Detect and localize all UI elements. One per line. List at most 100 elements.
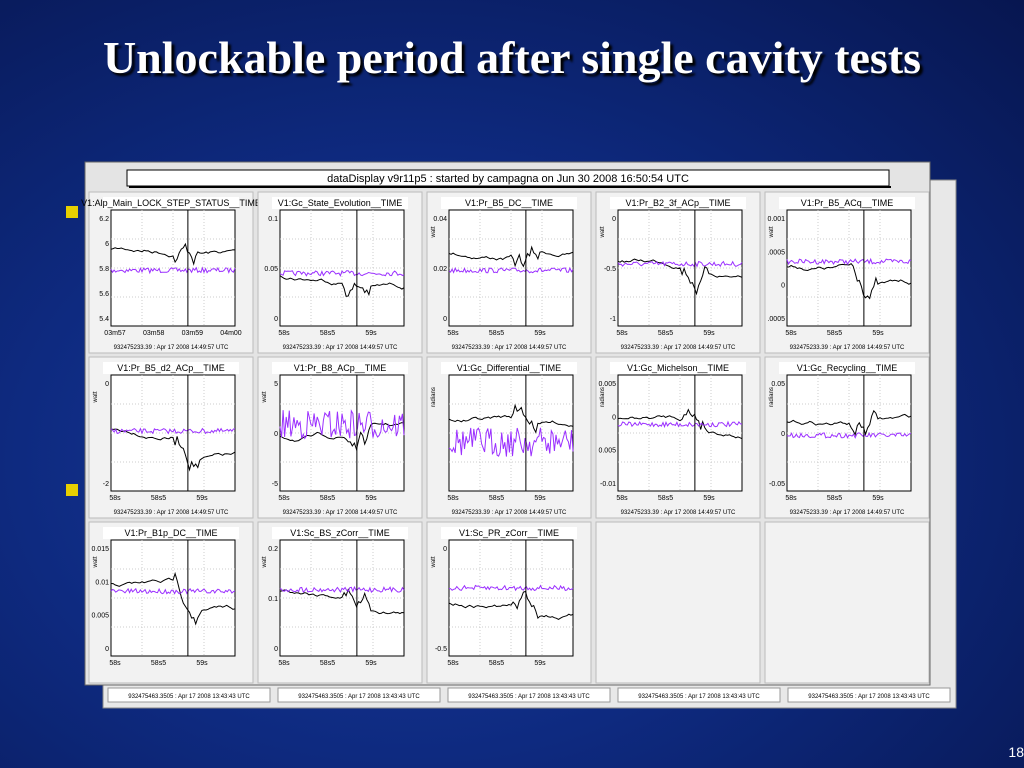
panel-title-box [272, 362, 408, 374]
x-tick-label: 58s5 [320, 330, 335, 337]
y-tick-label: -1 [610, 316, 616, 323]
x-tick-label: 03m59 [182, 330, 204, 337]
x-tick-label: 58s [447, 330, 459, 337]
y-tick-label: 0.02 [433, 266, 447, 273]
x-tick-label: 58s [447, 495, 459, 502]
panel-title: V1:Pr_B1p_DC__TIME [124, 528, 217, 538]
trace-black [786, 263, 912, 300]
x-tick-label: 59s [534, 660, 546, 667]
y-tick-label: 0.005 [598, 381, 616, 388]
panel-title-box [272, 197, 408, 209]
trace-purple [279, 409, 405, 440]
panel-footer: 932475233.39 : Apr 17 2008 14:49:57 UTC [621, 345, 736, 351]
x-tick-label: 58s [785, 330, 797, 337]
x-tick-label: 58s5 [320, 660, 335, 667]
panel-title: V1:Sc_PR_zCorr__TIME [459, 528, 559, 538]
panel-title-box [272, 527, 408, 539]
back-footer: 932475463.3505 : Apr 17 2008 13:43:43 UT… [298, 694, 420, 700]
panel-title: V1:Pr_B5_ACq__TIME [801, 198, 894, 208]
y-tick-label: -2 [103, 481, 109, 488]
x-tick-label: 58s5 [658, 330, 673, 337]
y-axis-label: watt [93, 391, 99, 403]
panel-title: V1:Pr_B2_3f_ACp__TIME [625, 198, 730, 208]
y-tick-label: 0.05 [264, 266, 278, 273]
trace-purple [786, 257, 912, 266]
bullet [66, 206, 78, 218]
panel-footer: 932475233.39 : Apr 17 2008 14:49:57 UTC [621, 510, 736, 516]
y-tick-label: 0.05 [771, 381, 785, 388]
y-tick-label: 5.6 [99, 291, 109, 298]
y-tick-label: 0 [274, 316, 278, 323]
y-tick-label: 0 [274, 646, 278, 653]
x-tick-label: 58s [447, 660, 459, 667]
x-tick-label: 58s5 [320, 495, 335, 502]
trace-black [110, 242, 236, 266]
y-tick-label: 0 [274, 431, 278, 438]
y-tick-label: 5.8 [99, 266, 109, 273]
y-tick-label: 0 [443, 546, 447, 553]
x-tick-label: 58s5 [151, 495, 166, 502]
x-tick-label: 59s [872, 495, 884, 502]
trace-black [279, 275, 405, 297]
y-tick-label: -5 [272, 481, 278, 488]
trace-purple [110, 266, 236, 275]
back-panel-footer [107, 687, 271, 703]
panel-title-box [103, 527, 239, 539]
x-tick-label: 59s [534, 330, 546, 337]
y-axis-label: watt [93, 556, 99, 568]
y-tick-label: 0 [105, 646, 109, 653]
y-tick-label: .0005 [767, 316, 785, 323]
panel-title: V1:Gc_Michelson__TIME [627, 363, 729, 373]
panel-footer: 932475233.39 : Apr 17 2008 14:49:57 UTC [790, 345, 905, 351]
y-axis-label: watt [262, 556, 268, 568]
y-axis-label: watt [431, 226, 437, 238]
y-tick-label: 5 [274, 381, 278, 388]
trace-purple [279, 585, 405, 593]
x-tick-label: 58s [278, 330, 290, 337]
trace-black [110, 428, 236, 472]
panel-title-box [610, 362, 746, 374]
y-tick-label: 0.2 [268, 546, 278, 553]
panel-title-box [103, 197, 239, 209]
trace-black [448, 245, 574, 268]
back-footer: 932475463.3505 : Apr 17 2008 13:43:43 UT… [808, 694, 930, 700]
x-tick-label: 58s5 [658, 495, 673, 502]
x-tick-label: 58s [785, 495, 797, 502]
y-axis-label: watt [262, 391, 268, 403]
panel-footer: 932475233.39 : Apr 17 2008 14:49:57 UTC [790, 510, 905, 516]
y-tick-label: 6 [105, 241, 109, 248]
x-tick-label: 58s [616, 495, 628, 502]
trace-black [110, 571, 236, 626]
panel-title-box [441, 362, 577, 374]
back-panel-footer [447, 687, 611, 703]
trace-black [617, 408, 743, 440]
x-tick-label: 59s [196, 495, 208, 502]
x-tick-label: 58s5 [489, 495, 504, 502]
panel-title: V1:Pr_B5_DC__TIME [465, 198, 553, 208]
page-number: 18 [1008, 744, 1024, 760]
y-tick-label: -0.5 [604, 266, 616, 273]
y-tick-label: 0.015 [91, 546, 109, 553]
trace-purple [617, 420, 743, 429]
panel-title: V1:Gc_Differential__TIME [457, 363, 561, 373]
x-tick-label: 04m00 [220, 330, 242, 337]
back-footer: 932475463.3505 : Apr 17 2008 13:43:43 UT… [638, 694, 760, 700]
y-tick-label: .0005 [767, 249, 785, 256]
y-tick-label: 6.2 [99, 216, 109, 223]
panel-footer: 932475233.39 : Apr 17 2008 14:49:57 UTC [283, 510, 398, 516]
x-tick-label: 59s [196, 660, 208, 667]
trace-black [617, 258, 743, 296]
y-tick-label: 0.001 [767, 216, 785, 223]
panel-title: V1:Sc_BS_zCorr__TIME [290, 528, 390, 538]
y-tick-label: -0.05 [769, 481, 785, 488]
panel-footer: 932475233.39 : Apr 17 2008 14:49:57 UTC [114, 345, 229, 351]
trace-black [448, 590, 574, 620]
y-tick-label: 0.04 [433, 216, 447, 223]
x-tick-label: 58s5 [489, 330, 504, 337]
trace-purple [617, 260, 743, 268]
y-tick-label: 5.4 [99, 316, 109, 323]
trace-purple [786, 431, 912, 439]
panel-title-box [779, 197, 915, 209]
